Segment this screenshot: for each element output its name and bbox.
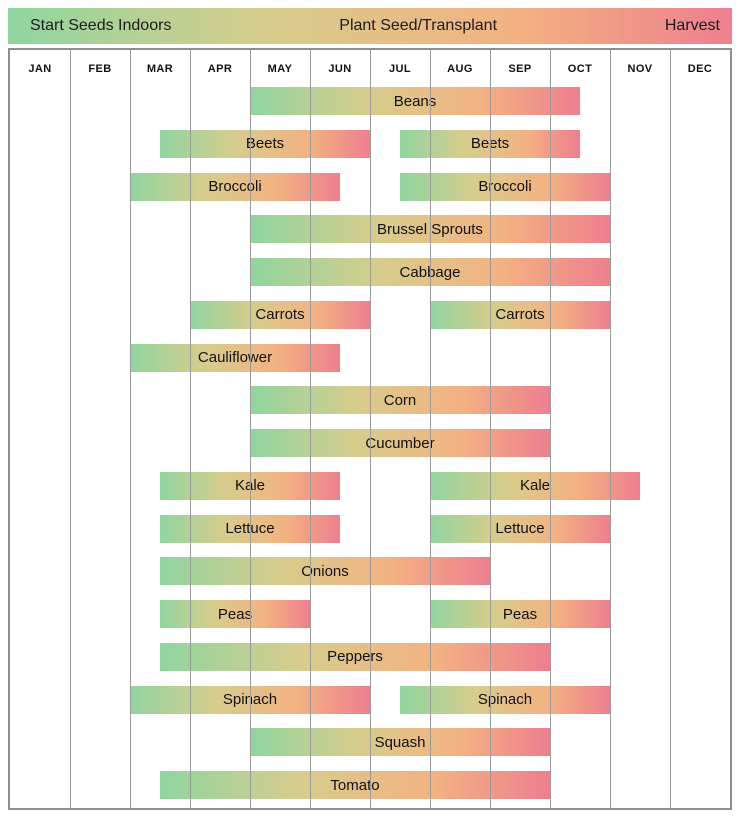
crop-bar-label: Lettuce <box>225 520 275 537</box>
legend-label-plant-seed-transplant: Plant Seed/Transplant <box>339 17 498 34</box>
month-label-jul: JUL <box>389 62 411 75</box>
crop-bar-beets: Beets <box>400 129 580 158</box>
crop-bar-kale: Kale <box>430 471 640 500</box>
crop-bar-label: Lettuce <box>495 520 545 537</box>
gridline <box>610 50 611 808</box>
crop-bar-tomato: Tomato <box>160 771 550 799</box>
crop-bar-label: Brussel Sprouts <box>377 220 483 238</box>
month-label-sep: SEP <box>508 62 532 75</box>
gridline <box>70 50 71 808</box>
planting-calendar-grid: JAN FEB MAR APR MAY JUN JUL AUG SEP OCT NOV DEC Bea… <box>8 48 732 810</box>
crop-bar-carrots: Carrots <box>190 300 370 329</box>
crop-bar-corn: Corn <box>250 386 550 415</box>
month-header-row: JAN FEB MAR APR MAY JUN JUL AUG SEP OCT NOV DEC <box>10 50 730 87</box>
crop-bar-cauliflower: Cauliflower <box>130 343 340 372</box>
crop-bar-label: Kale <box>234 477 266 495</box>
crop-bar-carrots: Carrots <box>430 300 610 329</box>
crop-bar-peas: Peas <box>430 600 610 628</box>
crop-bar-kale: Kale <box>160 471 340 500</box>
month-label-nov: NOV <box>627 62 653 75</box>
crop-bar-label: Onions <box>301 562 349 580</box>
crop-bar-label: Squash <box>374 733 426 751</box>
crop-bar-label: Kale <box>519 477 551 495</box>
crop-bar-label: Peas <box>502 605 538 623</box>
crop-bar-lettuce: Lettuce <box>160 514 340 543</box>
month-label-aug: AUG <box>447 62 473 75</box>
crop-bar-peas: Peas <box>160 600 310 628</box>
month-label-may: MAY <box>267 62 293 75</box>
crop-bar-label: Beets <box>245 135 285 153</box>
crop-bar-onions: Onions <box>160 557 490 586</box>
crop-bar-cabbage: Cabbage <box>250 258 610 286</box>
month-label-dec: DEC <box>687 62 713 75</box>
legend-gradient-bar: Start Seeds Indoors Plant Seed/Transplan… <box>8 8 732 44</box>
crop-bar-brussel-sprouts: Brussel Sprouts <box>250 215 610 244</box>
crop-bar-beets: Beets <box>160 129 370 158</box>
crop-bar-label: Cauliflower <box>197 349 273 366</box>
crop-bar-squash: Squash <box>250 728 550 757</box>
crop-bar-label: Cabbage <box>399 263 461 281</box>
crop-bar-label: Peas <box>217 605 253 623</box>
crop-bar-lettuce: Lettuce <box>430 514 610 543</box>
crop-bar-spinach: Spinach <box>400 685 610 714</box>
month-label-apr: APR <box>207 62 233 75</box>
crop-bar-spinach: Spinach <box>130 685 370 714</box>
legend-label-harvest: Harvest <box>664 17 720 34</box>
crop-bar-label: Peppers <box>327 648 383 666</box>
crop-bar-label: Beans <box>393 92 437 110</box>
month-label-oct: OCT <box>567 62 593 75</box>
crop-bar-cucumber: Cucumber <box>250 429 550 457</box>
crop-bar-label: Spinach <box>477 691 533 708</box>
crop-bar-beans: Beans <box>250 87 580 115</box>
gridline <box>670 50 671 808</box>
crop-bar-label: Broccoli <box>478 178 532 195</box>
crop-bar-label: Carrots <box>255 306 305 324</box>
month-label-mar: MAR <box>146 62 174 75</box>
legend-label-start-seeds-indoors: Start Seeds Indoors <box>30 17 172 34</box>
crop-bar-peppers: Peppers <box>160 642 550 671</box>
crop-bar-label: Cucumber <box>365 434 435 452</box>
crop-bar-label: Broccoli <box>208 178 262 195</box>
crop-bar-label: Spinach <box>222 691 278 708</box>
crop-bar-label: Tomato <box>330 776 380 794</box>
crop-bar-label: Corn <box>383 391 417 409</box>
crop-bar-label: Carrots <box>495 306 545 324</box>
crop-bar-broccoli: Broccoli <box>400 172 610 201</box>
month-label-jan: JAN <box>28 62 52 75</box>
month-label-feb: FEB <box>88 62 112 75</box>
crop-bar-broccoli: Broccoli <box>130 172 340 201</box>
crop-bar-label: Beets <box>470 135 510 153</box>
month-label-jun: JUN <box>328 62 352 75</box>
